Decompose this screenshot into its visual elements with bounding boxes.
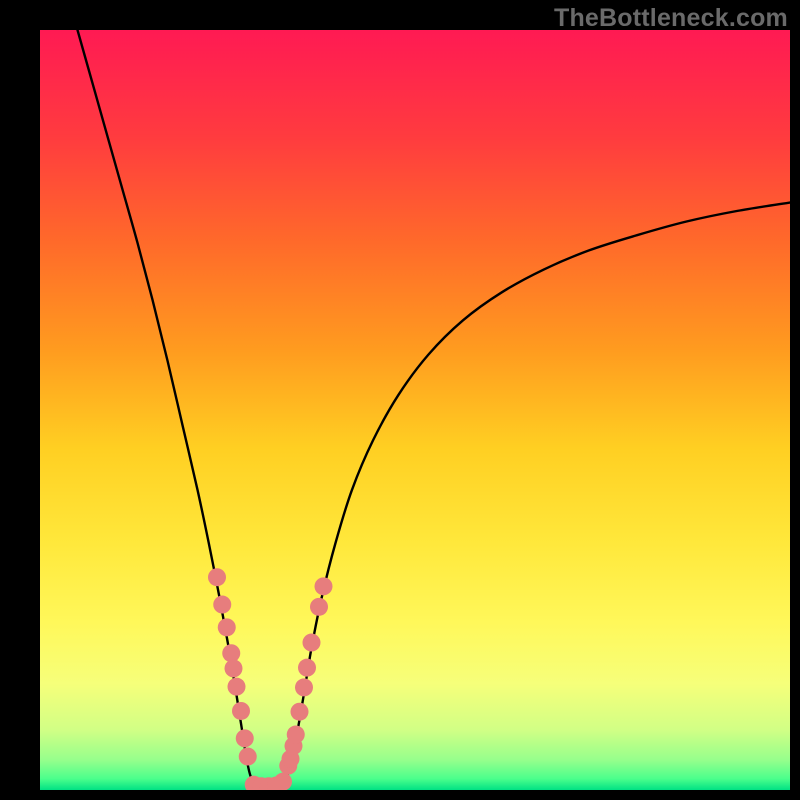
data-marker (222, 644, 240, 662)
data-marker (213, 596, 231, 614)
data-marker (232, 702, 250, 720)
data-marker (295, 678, 313, 696)
data-marker (315, 577, 333, 595)
watermark-text: TheBottleneck.com (554, 4, 788, 33)
data-marker (208, 568, 226, 586)
data-marker (225, 659, 243, 677)
data-marker (291, 703, 309, 721)
data-marker (228, 678, 246, 696)
data-marker (218, 618, 236, 636)
data-marker (236, 729, 254, 747)
gradient-background (40, 30, 790, 790)
chart-svg (40, 30, 790, 790)
data-marker (310, 598, 328, 616)
data-marker (287, 726, 305, 744)
data-marker (239, 748, 257, 766)
data-marker (274, 773, 292, 790)
data-marker (303, 634, 321, 652)
plot-area (40, 30, 790, 790)
data-marker (298, 659, 316, 677)
